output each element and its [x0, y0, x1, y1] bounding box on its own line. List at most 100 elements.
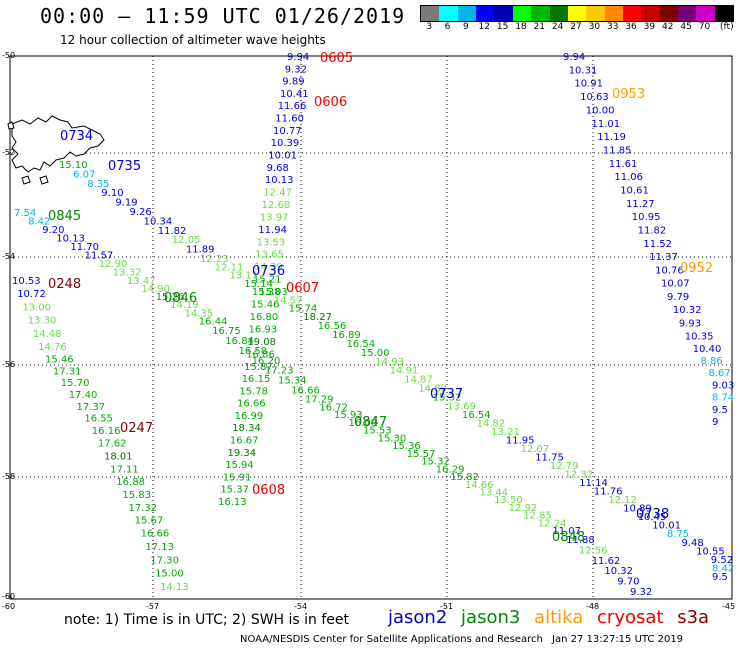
lat-tick-label: -58	[2, 472, 16, 481]
legend-labels: 3 6 9 12 15 18 21 24 27 30 33 36 39 42 45 70 (ft)	[420, 22, 740, 34]
pass-time-label: 0735	[108, 159, 141, 174]
wave-height-value: 15.34	[278, 376, 307, 387]
legend-swatch	[659, 6, 679, 21]
wave-height-value: 15.37	[220, 485, 249, 496]
wave-height-value: 10.41	[280, 89, 309, 100]
altimeter-observations: 9.949.329.8910.4111.6611.6010.7710.3910.…	[12, 52, 734, 598]
pass-time-label: 0848	[552, 530, 585, 545]
wave-height-value: 13.69	[447, 401, 476, 412]
wave-height-value: 7.54	[14, 208, 36, 219]
wave-height-value: 17.23	[265, 366, 294, 377]
legend-swatch	[457, 6, 477, 21]
wave-height-value: 12.56	[579, 545, 608, 556]
wave-height-value: 10.13	[265, 175, 294, 186]
wave-height-value: 11.88	[566, 535, 595, 546]
wave-height-value: 14.35	[185, 308, 214, 319]
wave-height-value: 11.82	[158, 226, 187, 237]
wave-height-value: 11.60	[275, 114, 304, 125]
legend-swatch	[549, 6, 568, 21]
wave-height-value: 13.97	[260, 212, 289, 223]
wave-height-value: 13.47	[127, 276, 156, 287]
satellite-legend-jason3: jason3	[461, 607, 521, 628]
legend-swatch	[696, 6, 715, 21]
wave-height-value: 13.21	[491, 427, 520, 438]
wave-height-value: 9.10	[101, 188, 123, 199]
wave-height-value: 15.21	[253, 275, 282, 286]
lon-tick-label: -60	[2, 602, 16, 611]
wave-height-value: 12.90	[99, 259, 128, 270]
wave-height-value: 17.11	[110, 464, 139, 475]
wave-height-value: 14.39	[254, 262, 283, 273]
wave-height-value: 15.53	[363, 426, 392, 437]
lon-tick-label: -51	[440, 602, 454, 611]
wave-height-value: 15.32	[421, 457, 450, 468]
wave-height-value: 11.14	[579, 478, 608, 489]
legend-swatch	[604, 6, 623, 21]
wave-height-value: 11.01	[592, 119, 621, 130]
wave-height-value: 15.78	[239, 386, 268, 397]
legend-swatch	[586, 6, 605, 21]
wave-height-value: 12.24	[538, 518, 567, 529]
wave-height-value: 10.31	[569, 65, 598, 76]
wave-height-value: 10.32	[673, 305, 702, 316]
lon-tick-label: -48	[586, 602, 600, 611]
wave-height-value: 9.48	[682, 538, 704, 549]
wave-height-value: 14.87	[404, 375, 433, 386]
wave-height-value: 16.88	[116, 477, 145, 488]
wave-height-value: 19.08	[247, 337, 276, 348]
wave-height-value: 15.70	[61, 378, 90, 389]
wave-height-value: 15.57	[407, 449, 436, 460]
wave-height-value: 13.32	[113, 268, 142, 279]
wave-height-value: 12.05	[172, 235, 201, 246]
wave-height-value: 12.85	[523, 511, 552, 522]
footer-note: note: 1) Time is in UTC; 2) SWH is in fe…	[64, 612, 350, 628]
wave-height-value: 15.67	[135, 516, 164, 527]
wave-height-value: 18.34	[232, 423, 261, 434]
wave-height-value: 10.39	[271, 138, 300, 149]
legend-label: (ft)	[720, 22, 734, 32]
map-frame	[9, 55, 733, 600]
lat-tick-label: -50	[2, 51, 16, 60]
lat-tick-label: -60	[2, 592, 16, 601]
wave-height-value: 12.79	[550, 461, 579, 472]
wave-height-value: 9.5	[712, 572, 728, 583]
wave-height-value: 16.66	[237, 399, 266, 410]
wave-height-value: 14.57	[274, 295, 303, 306]
wave-height-value: 15.26	[156, 292, 185, 303]
wave-height-value: 16.55	[84, 414, 113, 425]
wave-height-value: 14.91	[390, 366, 419, 377]
satellite-legend-jason2: jason2	[388, 607, 448, 628]
wave-height-value: 16.54	[347, 339, 376, 350]
wave-height-value: 10.45	[638, 512, 667, 523]
wave-height-value: 11.06	[614, 172, 643, 183]
lat-tick-label: -56	[2, 360, 16, 369]
wave-height-value: 11.76	[594, 486, 623, 497]
legend-label: 33	[606, 22, 619, 32]
satellite-legend: jason2 jason3 altika cryosat s3a	[388, 607, 717, 628]
pass-time-label: 0845	[48, 209, 81, 224]
pass-time-label: 0607	[286, 281, 319, 296]
wave-height-value: 9.5	[712, 405, 728, 416]
wave-height-value: 10.76	[655, 265, 684, 276]
wave-height-value: 10.95	[632, 212, 661, 223]
wave-height-value: 11.52	[643, 239, 672, 250]
legend-swatch	[678, 6, 697, 21]
wave-height-value: 12.68	[262, 200, 291, 211]
wave-height-value: 13.53	[257, 237, 286, 248]
pass-time-label: 0247	[120, 421, 153, 436]
lat-tick-label: -52	[2, 148, 16, 157]
wave-height-value: 9.20	[42, 225, 64, 236]
lat-tick-label: -54	[2, 252, 16, 261]
wave-height-value: 12.32	[565, 469, 594, 480]
wave-height-value: 8.42	[712, 563, 734, 574]
wave-height-value: 9.70	[617, 577, 639, 588]
legend-label: 15	[496, 22, 509, 32]
wave-height-value: 10.35	[685, 332, 714, 343]
legend-swatch	[567, 6, 587, 21]
wave-height-value: 12.11	[215, 262, 244, 273]
chart-subtitle: 12 hour collection of altimeter wave hei…	[60, 33, 326, 47]
wave-height-value: 8.75	[667, 529, 689, 540]
wave-height-value: 12.92	[509, 503, 538, 514]
wave-height-value: 10.01	[268, 150, 297, 161]
wave-height-value: 15.10	[59, 160, 88, 171]
